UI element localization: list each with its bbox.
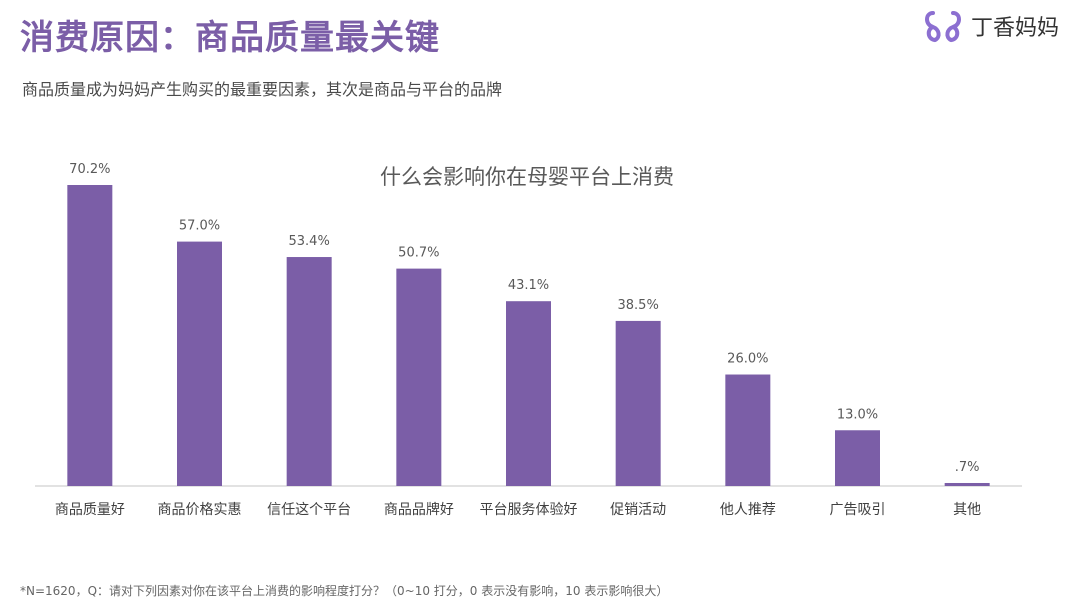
x-tick-label: 平台服务体验好 xyxy=(480,502,578,518)
dingxiang-ribbon-logo-icon xyxy=(925,11,961,42)
data-label: 13.0% xyxy=(837,407,878,422)
x-tick-label: 商品价格实惠 xyxy=(158,502,242,518)
data-label: 57.0% xyxy=(179,219,220,234)
footnote: *N=1620，Q：请对下列因素对你在该平台上消费的影响程度打分？（0~10 打… xyxy=(20,584,669,598)
bar xyxy=(286,257,332,486)
bar xyxy=(396,268,442,486)
x-tick-label: 促销活动 xyxy=(610,502,666,518)
data-label: 38.5% xyxy=(618,298,659,313)
chart-title: 什么会影响你在母婴平台上消费 xyxy=(380,165,674,189)
brand-logo-text: 丁香妈妈 xyxy=(971,16,1060,41)
bar xyxy=(835,430,880,486)
bar xyxy=(615,320,661,486)
data-label: 43.1% xyxy=(508,278,549,293)
page-subtitle: 商品质量成为妈妈产生购买的最重要因素，其次是商品与平台的品牌 xyxy=(22,80,503,99)
x-tick-label: 信任这个平台 xyxy=(267,501,351,518)
data-label: 50.7% xyxy=(398,246,439,261)
data-label: 53.4% xyxy=(289,234,330,249)
data-label: 26.0% xyxy=(727,352,768,367)
x-tick-label: 其他 xyxy=(953,502,981,518)
bar-chart: 什么会影响你在母婴平台上消费 70.2% 商品质量好 57.0% 商品价格实惠 53.4%… xyxy=(35,162,1022,518)
data-label: 70.2% xyxy=(69,162,110,177)
bar xyxy=(67,185,113,486)
bar xyxy=(725,374,771,486)
x-tick-label: 广告吸引 xyxy=(830,502,886,518)
brand-logo: 丁香妈妈 xyxy=(923,8,1059,44)
x-tick-label: 商品质量好 xyxy=(55,502,125,518)
x-tick-label: 商品品牌好 xyxy=(384,501,454,518)
page-title: 消费原因：商品质量最关键 xyxy=(20,18,440,58)
bar xyxy=(177,241,222,486)
data-label: .7% xyxy=(955,460,980,475)
bar xyxy=(506,301,551,486)
x-tick-label: 他人推荐 xyxy=(720,502,776,518)
bar xyxy=(944,482,990,486)
